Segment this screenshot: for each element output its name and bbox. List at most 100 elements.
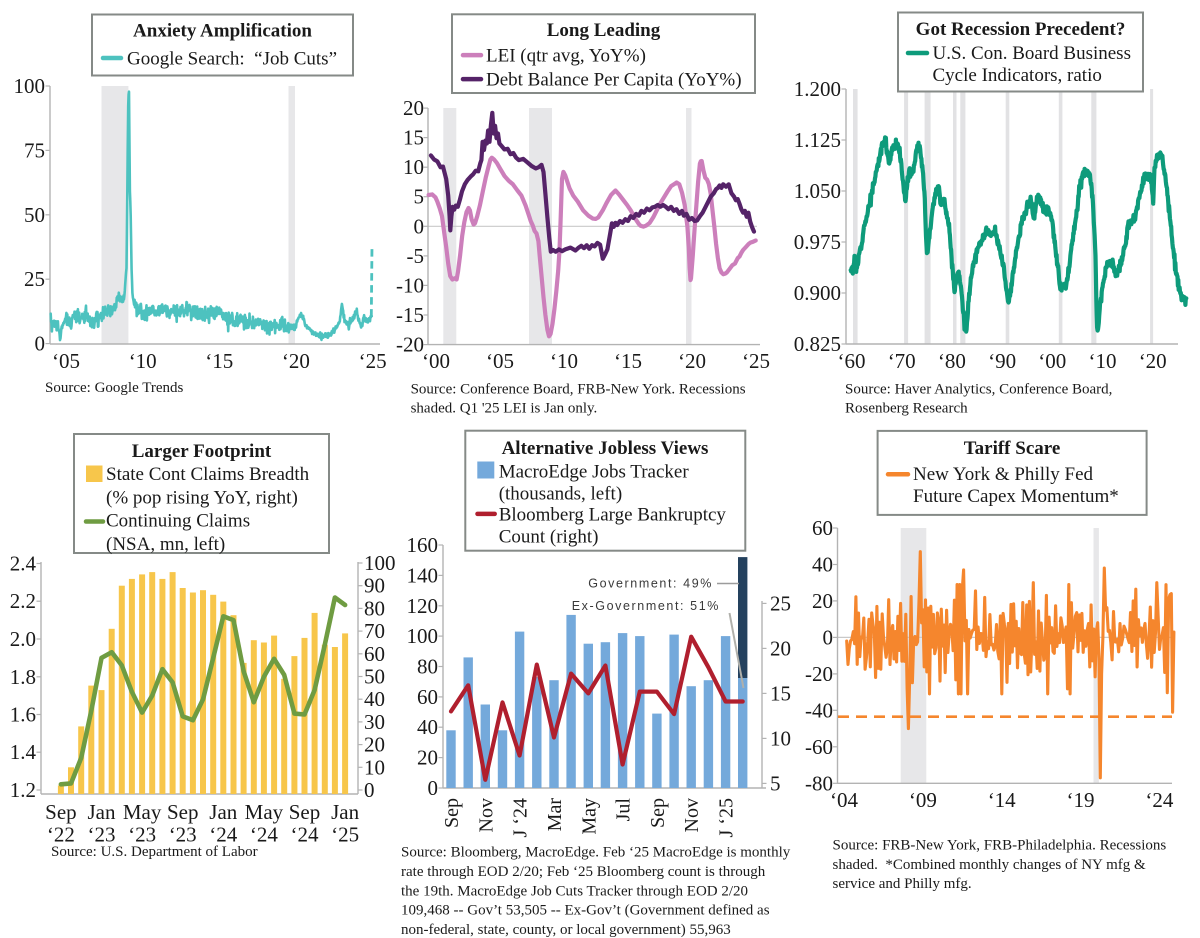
svg-text:‘10: ‘10: [550, 349, 578, 373]
svg-text:Nov: Nov: [475, 798, 497, 832]
svg-text:1.6: 1.6: [10, 703, 36, 727]
svg-text:60: 60: [417, 685, 438, 709]
svg-text:Source: U.S. Department of Lab: Source: U.S. Department of Labor: [51, 844, 258, 860]
svg-text:‘90: ‘90: [988, 349, 1016, 373]
svg-text:50: 50: [364, 665, 385, 689]
svg-text:service and Philly mfg.: service and Philly mfg.: [833, 876, 972, 892]
svg-text:1.8: 1.8: [10, 665, 36, 689]
svg-text:60: 60: [812, 516, 833, 540]
svg-text:‘20: ‘20: [678, 349, 706, 373]
svg-text:10: 10: [770, 726, 791, 750]
svg-text:Jul: Jul: [613, 798, 635, 822]
svg-text:2.2: 2.2: [10, 589, 36, 613]
svg-text:‘24: ‘24: [291, 823, 319, 847]
svg-text:‘04: ‘04: [830, 788, 858, 812]
svg-text:‘20: ‘20: [282, 349, 310, 373]
svg-text:20: 20: [770, 636, 791, 660]
svg-text:1.200: 1.200: [794, 77, 841, 101]
svg-text:1.050: 1.050: [794, 179, 841, 203]
svg-text:0.900: 0.900: [794, 281, 841, 305]
svg-text:30: 30: [364, 710, 385, 734]
svg-text:Bloomberg Large Bankruptcy: Bloomberg Large Bankruptcy: [499, 505, 727, 526]
svg-text:0: 0: [364, 778, 375, 802]
svg-text:‘23: ‘23: [128, 823, 156, 847]
svg-text:-60: -60: [805, 735, 833, 759]
svg-text:non-federal, state, county, or: non-federal, state, county, or local gov…: [401, 922, 731, 938]
svg-text:Got Recession Precedent?: Got Recession Precedent?: [916, 19, 1126, 40]
svg-text:2.0: 2.0: [10, 627, 36, 651]
svg-text:Larger Footprint: Larger Footprint: [132, 441, 272, 462]
svg-text:25: 25: [24, 267, 45, 291]
svg-text:MacroEdge Jobs Tracker: MacroEdge Jobs Tracker: [499, 461, 690, 482]
svg-text:1.2: 1.2: [10, 778, 36, 802]
svg-text:J ‘24: J ‘24: [510, 798, 532, 837]
svg-text:Source: FRB-New York, FRB-Phil: Source: FRB-New York, FRB-Philadelphia. …: [833, 838, 1167, 854]
svg-text:75: 75: [24, 138, 45, 162]
svg-text:Sep: Sep: [289, 800, 321, 824]
svg-text:25: 25: [770, 591, 791, 615]
svg-text:140: 140: [407, 563, 439, 587]
svg-text:15: 15: [403, 126, 424, 150]
svg-text:0: 0: [35, 332, 46, 356]
svg-text:‘19: ‘19: [1067, 788, 1095, 812]
svg-text:20: 20: [812, 589, 833, 613]
svg-text:Jan: Jan: [209, 800, 237, 824]
svg-text:‘10: ‘10: [129, 349, 157, 373]
svg-text:80: 80: [417, 655, 438, 679]
svg-text:‘23: ‘23: [88, 823, 116, 847]
svg-text:20: 20: [364, 733, 385, 757]
svg-text:Sep: Sep: [45, 800, 77, 824]
svg-text:5: 5: [770, 771, 781, 795]
svg-text:Source: Google Trends: Source: Google Trends: [45, 380, 183, 396]
svg-text:‘15: ‘15: [205, 349, 233, 373]
svg-text:1.125: 1.125: [794, 128, 841, 152]
svg-text:2.4: 2.4: [10, 552, 37, 576]
svg-text:0.825: 0.825: [794, 332, 841, 356]
svg-text:20: 20: [417, 746, 438, 770]
svg-text:Sep: Sep: [647, 798, 669, 828]
svg-text:0: 0: [823, 625, 834, 649]
svg-text:Source: Conference Board, FRB-: Source: Conference Board, FRB-New York. …: [411, 382, 746, 398]
svg-text:Tariff Scare: Tariff Scare: [964, 438, 1061, 459]
svg-text:15: 15: [770, 681, 791, 705]
svg-text:State Cont Claims Breadth: State Cont Claims Breadth: [106, 464, 310, 485]
svg-text:‘25: ‘25: [359, 349, 387, 373]
svg-text:-20: -20: [396, 333, 424, 357]
svg-text:0: 0: [414, 214, 425, 238]
svg-text:100: 100: [364, 551, 396, 575]
svg-text:40: 40: [417, 715, 438, 739]
svg-text:‘23: ‘23: [169, 823, 197, 847]
svg-text:100: 100: [407, 624, 439, 648]
svg-text:LEI (qtr avg, YoY%): LEI (qtr avg, YoY%): [486, 46, 646, 67]
svg-text:Future Capex Momentum*: Future Capex Momentum*: [913, 486, 1119, 507]
svg-text:120: 120: [407, 594, 439, 618]
svg-text:the 19th. MacroEdge Job Cuts T: the 19th. MacroEdge Job Cuts Tracker thr…: [401, 883, 748, 899]
svg-text:Google Search: “Job Cuts”: Google Search: “Job Cuts”: [127, 49, 337, 70]
svg-text:‘70: ‘70: [888, 349, 916, 373]
svg-text:Rosenberg Research: Rosenberg Research: [845, 401, 968, 417]
svg-text:‘80: ‘80: [938, 349, 966, 373]
svg-text:Continuing Claims: Continuing Claims: [106, 511, 250, 532]
svg-text:20: 20: [403, 96, 424, 120]
svg-text:Long Leading: Long Leading: [547, 20, 661, 41]
svg-text:‘05: ‘05: [486, 349, 514, 373]
svg-text:0: 0: [428, 776, 439, 800]
svg-text:Sep: Sep: [441, 798, 463, 828]
svg-text:‘10: ‘10: [1089, 349, 1117, 373]
svg-text:10: 10: [403, 155, 424, 179]
svg-text:70: 70: [364, 619, 385, 643]
svg-text:May: May: [245, 800, 284, 824]
svg-text:-10: -10: [396, 273, 424, 297]
svg-text:Anxiety Amplification: Anxiety Amplification: [133, 21, 312, 42]
svg-text:5: 5: [414, 185, 425, 209]
svg-text:Alternative Jobless Views: Alternative Jobless Views: [502, 438, 709, 459]
svg-text:Count (right): Count (right): [499, 527, 599, 548]
svg-text:‘24: ‘24: [209, 823, 237, 847]
svg-text:‘14: ‘14: [988, 788, 1016, 812]
svg-text:Nov: Nov: [681, 798, 703, 832]
svg-text:90: 90: [364, 574, 385, 598]
svg-text:109,468 -- Gov’t 53,505 -- Ex-: 109,468 -- Gov’t 53,505 -- Ex-Gov’t (Gov…: [401, 903, 770, 919]
svg-text:-5: -5: [407, 244, 425, 268]
svg-text:shaded. Q1 '25 LEI is Jan only: shaded. Q1 '25 LEI is Jan only.: [411, 401, 598, 417]
svg-text:160: 160: [407, 533, 439, 557]
